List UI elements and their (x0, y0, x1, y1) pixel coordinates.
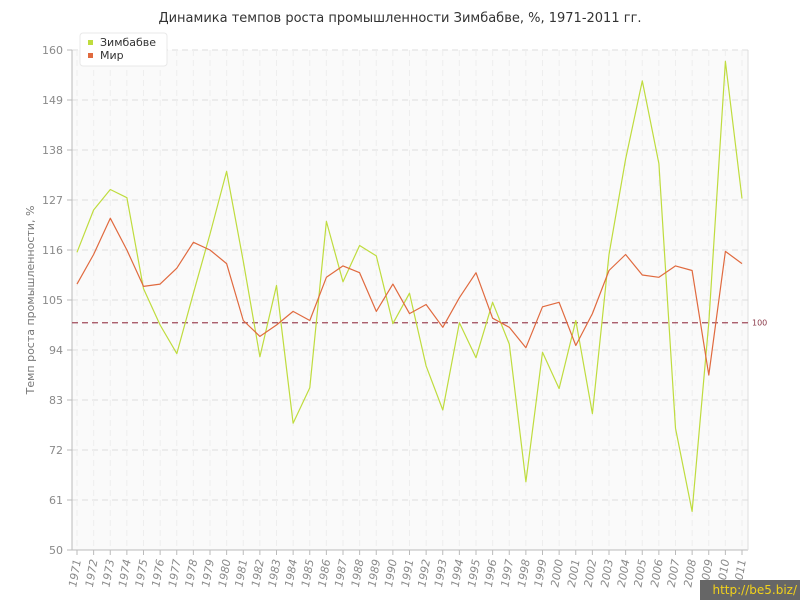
x-tick-label: 1991 (399, 558, 417, 588)
x-tick-labels: 1971197219731974197519761977197819791980… (66, 550, 749, 588)
x-tick-label: 2007 (665, 558, 683, 588)
x-tick-label: 2002 (582, 558, 600, 588)
series-line-world (76, 217, 743, 376)
x-tick-label: 1973 (100, 558, 118, 588)
reference-line-label: 100 (752, 319, 767, 328)
grid (72, 49, 748, 550)
y-tick-label: 94 (49, 344, 63, 357)
x-tick-label: 1992 (415, 558, 433, 588)
x-tick-label: 1975 (133, 558, 151, 588)
x-tick-label: 1981 (233, 558, 251, 588)
x-tick-label: 1994 (449, 558, 467, 588)
x-tick-label: 1985 (299, 558, 317, 588)
y-tick-label: 105 (42, 294, 63, 307)
watermark: http://be5.biz/ (700, 580, 800, 600)
y-tick-label: 149 (42, 94, 63, 107)
series-lines (76, 60, 743, 512)
x-tick-label: 1982 (249, 558, 267, 588)
x-tick-label: 1974 (116, 558, 134, 588)
legend-box (79, 32, 168, 67)
y-tick-label: 160 (42, 44, 63, 57)
x-tick-label: 2000 (548, 558, 566, 588)
y-tick-label: 138 (42, 144, 63, 157)
y-tick-labels: 50 61 72 83 94 105 116 127 138 149 160 (42, 44, 63, 557)
x-tick-label: 1978 (183, 558, 201, 588)
x-tick-label: 1993 (432, 558, 450, 588)
y-tick-label: 127 (42, 194, 63, 207)
x-tick-label: 1977 (166, 558, 184, 588)
x-tick-label: 2004 (615, 558, 633, 588)
legend-label: Мир (100, 49, 124, 62)
x-tick-label: 1995 (465, 558, 483, 588)
chart-title: Динамика темпов роста промышленности Зим… (158, 11, 641, 26)
y-tick-label: 61 (49, 494, 63, 507)
x-tick-label: 1987 (332, 558, 350, 588)
y-tick-label: 116 (42, 244, 63, 257)
x-tick-label: 1990 (382, 558, 400, 588)
x-tick-label: 2006 (648, 558, 666, 588)
x-tick-label: 1983 (266, 558, 284, 588)
y-tick-label: 50 (49, 544, 63, 557)
legend-marker (88, 53, 93, 58)
legend-marker (88, 40, 93, 45)
y-axis-label: Темп роста промышленности, % (24, 206, 37, 396)
series-line-zimbabwe (76, 60, 743, 512)
x-tick-label: 1976 (149, 558, 167, 588)
x-tick-label: 1979 (199, 558, 217, 588)
x-tick-label: 1988 (349, 558, 367, 588)
x-tick-label: 1980 (216, 558, 234, 588)
x-tick-label: 1997 (499, 558, 517, 588)
y-tick-label: 83 (49, 394, 63, 407)
x-tick-label: 2008 (681, 558, 699, 588)
x-tick-label: 1996 (482, 558, 500, 588)
legend-label: Зимбабве (100, 36, 156, 49)
y-tick-label: 72 (49, 444, 63, 457)
x-tick-label: 1986 (316, 558, 334, 588)
x-tick-label: 2001 (565, 558, 583, 588)
x-tick-label: 1971 (66, 558, 84, 588)
x-tick-label: 1984 (282, 558, 300, 588)
x-tick-label: 2005 (632, 558, 650, 588)
x-tick-label: 1999 (532, 558, 550, 588)
x-tick-label: 1972 (83, 558, 101, 588)
x-tick-label: 2003 (598, 558, 616, 588)
x-tick-label: 1989 (366, 558, 384, 588)
x-tick-label: 1998 (515, 558, 533, 588)
